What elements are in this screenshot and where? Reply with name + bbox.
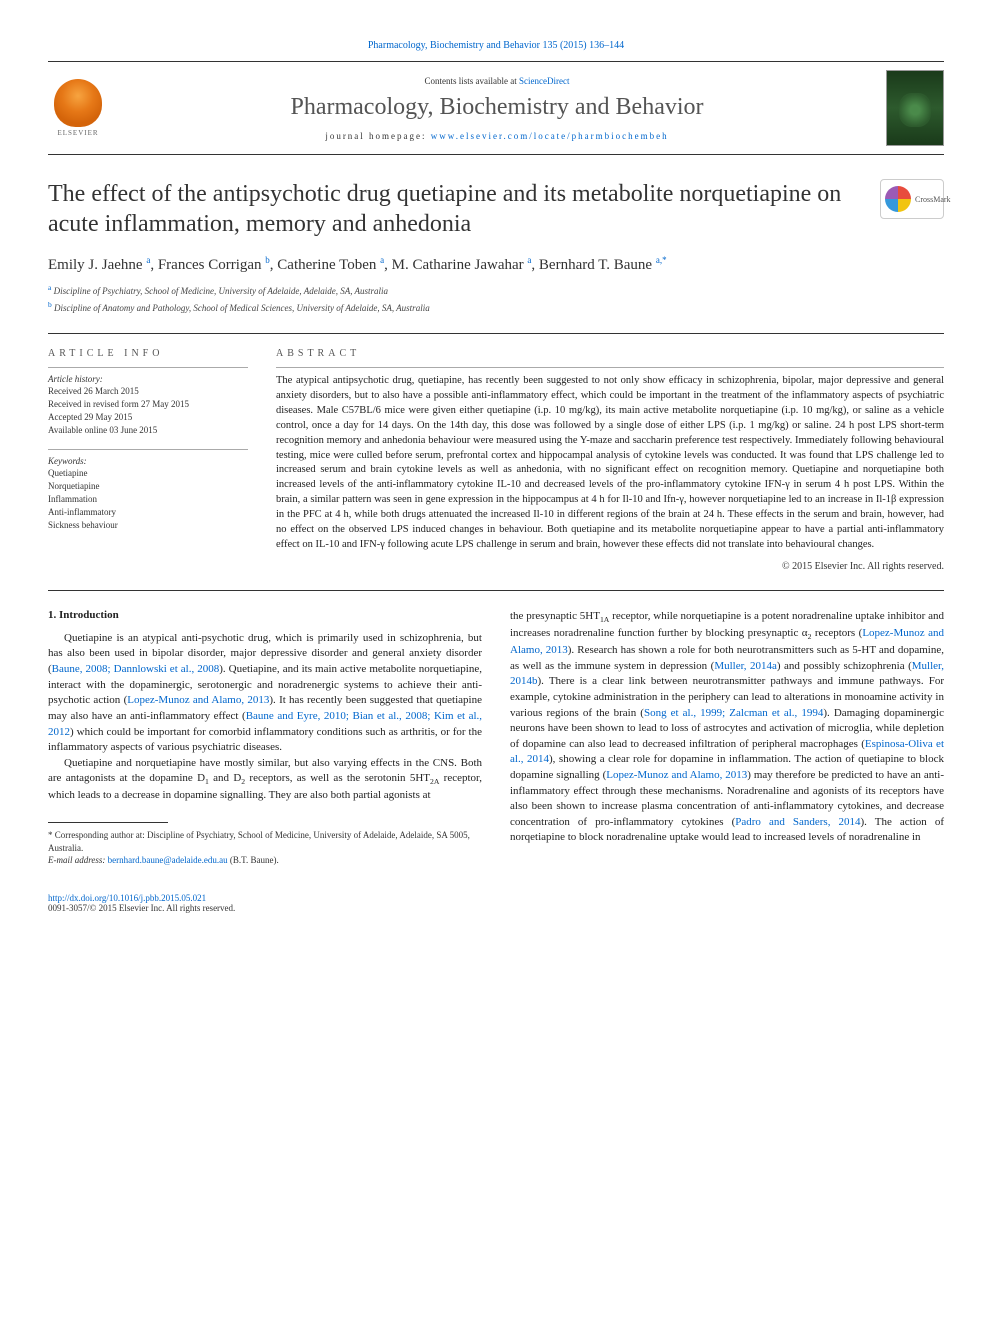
- footnote-marker: *: [48, 830, 53, 840]
- masthead-center: Contents lists available at ScienceDirec…: [108, 76, 886, 141]
- body-columns: 1. Introduction Quetiapine is an atypica…: [48, 609, 944, 867]
- doi-link[interactable]: http://dx.doi.org/10.1016/j.pbb.2015.05.…: [48, 893, 206, 903]
- history-list: Received 26 March 2015Received in revise…: [48, 385, 248, 437]
- issn-copyright: 0091-3057/© 2015 Elsevier Inc. All right…: [48, 903, 235, 913]
- history-item: Available online 03 June 2015: [48, 424, 248, 437]
- section-divider: [48, 333, 944, 334]
- title-row: The effect of the antipsychotic drug que…: [48, 179, 944, 239]
- elsevier-tree-icon: [54, 79, 102, 127]
- copyright-line: © 2015 Elsevier Inc. All rights reserved…: [276, 561, 944, 572]
- journal-cover-thumbnail: [886, 70, 944, 146]
- article-title: The effect of the antipsychotic drug que…: [48, 179, 880, 239]
- corresponding-footnote: * Corresponding author at: Discipline of…: [48, 829, 482, 867]
- affiliation-line: a Discipline of Psychiatry, School of Me…: [48, 282, 944, 299]
- right-column: the presynaptic 5HT1A receptor, while no…: [510, 609, 944, 867]
- footnote-text: Corresponding author at: Discipline of P…: [48, 830, 470, 853]
- history-item: Received in revised form 27 May 2015: [48, 398, 248, 411]
- info-subdivider: [48, 449, 248, 450]
- elsevier-logo: ELSEVIER: [48, 76, 108, 140]
- history-item: Accepted 29 May 2015: [48, 411, 248, 424]
- citation-link[interactable]: Pharmacology, Biochemistry and Behavior …: [368, 40, 624, 51]
- footnote-divider: [48, 822, 168, 823]
- contents-line: Contents lists available at ScienceDirec…: [108, 76, 886, 86]
- crossmark-label: CrossMark: [915, 195, 951, 204]
- email-suffix: (B.T. Baune).: [230, 855, 279, 865]
- keyword-item: Sickness behaviour: [48, 519, 248, 532]
- article-info-column: article info Article history: Received 2…: [48, 348, 248, 572]
- elsevier-label: ELSEVIER: [57, 129, 98, 137]
- article-info-heading: article info: [48, 348, 248, 359]
- sciencedirect-link[interactable]: ScienceDirect: [519, 76, 569, 86]
- keywords-block: Keywords: QuetiapineNorquetiapineInflamm…: [48, 456, 248, 532]
- keyword-item: Inflammation: [48, 493, 248, 506]
- page-container: Pharmacology, Biochemistry and Behavior …: [0, 0, 992, 945]
- info-subdivider: [48, 367, 248, 368]
- body-text-right: the presynaptic 5HT1A receptor, while no…: [510, 609, 944, 846]
- left-column: 1. Introduction Quetiapine is an atypica…: [48, 609, 482, 867]
- section-heading: 1. Introduction: [48, 609, 482, 621]
- info-abstract-row: article info Article history: Received 2…: [48, 348, 944, 572]
- journal-homepage: journal homepage: www.elsevier.com/locat…: [108, 131, 886, 141]
- info-subdivider: [276, 367, 944, 368]
- keyword-item: Anti-inflammatory: [48, 506, 248, 519]
- keywords-list: QuetiapineNorquetiapineInflammationAnti-…: [48, 467, 248, 532]
- email-label: E-mail address:: [48, 855, 105, 865]
- homepage-link[interactable]: www.elsevier.com/locate/pharmbiochembeh: [431, 131, 669, 141]
- body-paragraph: the presynaptic 5HT1A receptor, while no…: [510, 609, 944, 846]
- keywords-label: Keywords:: [48, 456, 248, 466]
- affiliation-line: b Discipline of Anatomy and Pathology, S…: [48, 299, 944, 316]
- body-paragraph: Quetiapine is an atypical anti-psychotic…: [48, 631, 482, 756]
- masthead: ELSEVIER Contents lists available at Sci…: [48, 61, 944, 155]
- homepage-prefix: journal homepage:: [325, 131, 430, 141]
- email-link[interactable]: bernhard.baune@adelaide.edu.au: [108, 855, 228, 865]
- section-divider: [48, 590, 944, 591]
- abstract-column: abstract The atypical antipsychotic drug…: [276, 348, 944, 572]
- body-paragraph: Quetiapine and norquetiapine have mostly…: [48, 756, 482, 804]
- abstract-text: The atypical antipsychotic drug, quetiap…: [276, 374, 944, 553]
- body-text-left: Quetiapine is an atypical anti-psychotic…: [48, 631, 482, 804]
- keyword-item: Quetiapine: [48, 467, 248, 480]
- history-block: Article history: Received 26 March 2015R…: [48, 374, 248, 437]
- history-item: Received 26 March 2015: [48, 385, 248, 398]
- authors-line: Emily J. Jaehne a, Frances Corrigan b, C…: [48, 255, 944, 274]
- abstract-heading: abstract: [276, 348, 944, 359]
- contents-prefix: Contents lists available at: [425, 76, 519, 86]
- crossmark-badge[interactable]: CrossMark: [880, 179, 944, 219]
- history-label: Article history:: [48, 374, 248, 384]
- keyword-item: Norquetiapine: [48, 480, 248, 493]
- crossmark-icon: [885, 186, 911, 212]
- journal-name: Pharmacology, Biochemistry and Behavior: [108, 94, 886, 121]
- footer: http://dx.doi.org/10.1016/j.pbb.2015.05.…: [48, 893, 944, 913]
- section-number: 1.: [48, 609, 56, 621]
- affiliations: a Discipline of Psychiatry, School of Me…: [48, 282, 944, 315]
- citation-header: Pharmacology, Biochemistry and Behavior …: [48, 40, 944, 51]
- section-title: Introduction: [59, 609, 119, 621]
